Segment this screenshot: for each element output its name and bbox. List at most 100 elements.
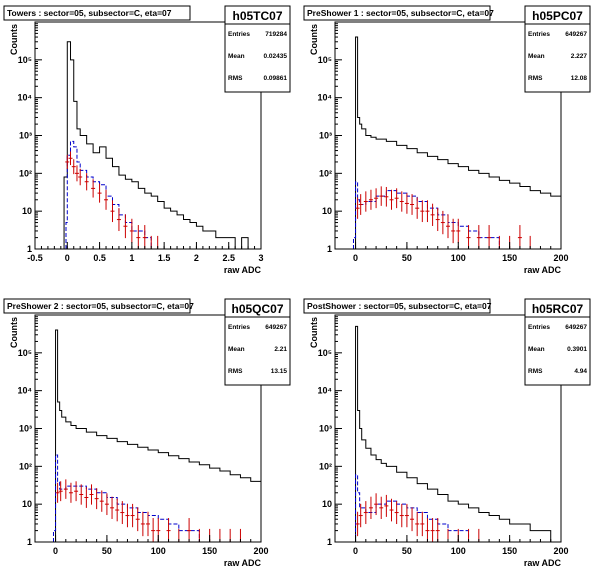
- x-tick-label: 0: [353, 253, 358, 263]
- y-tick-label: 10⁵: [18, 348, 32, 358]
- x-tick-label: -0.5: [27, 253, 43, 263]
- y-axis-label: Counts: [309, 24, 319, 55]
- stat-value: 12.08: [571, 75, 588, 82]
- stat-label: Entries: [228, 324, 250, 331]
- stat-value: 0.3901: [567, 346, 587, 353]
- y-tick-label: 10⁴: [318, 93, 332, 103]
- x-tick-label: 0: [65, 253, 70, 263]
- histogram-panel-3: 0 50 100 150 200 1 10 10² 10³ 10⁴ 10⁵ raw ADC Counts…: [303, 298, 591, 568]
- y-axis-label: Counts: [309, 317, 319, 348]
- y-tick-label: 1: [327, 244, 332, 254]
- stats-box: [224, 298, 291, 386]
- y-tick-label: 10: [22, 206, 32, 216]
- stat-value: 649267: [565, 324, 587, 331]
- series-solid-line: [352, 325, 561, 542]
- y-tick-label: 10⁵: [318, 55, 332, 65]
- stat-label: Entries: [528, 31, 550, 38]
- x-tick-label: 100: [151, 546, 166, 556]
- series-dashed-line: [353, 474, 493, 542]
- stat-value: 0.09861: [264, 75, 288, 82]
- x-tick-label: 150: [202, 546, 217, 556]
- chart-title: Towers : sector=05, subsector=C, eta=07: [7, 8, 172, 18]
- x-tick-label: 200: [553, 546, 568, 556]
- series-solid-line: [63, 41, 258, 249]
- stat-label: RMS: [528, 368, 543, 375]
- x-tick-label: 50: [402, 546, 412, 556]
- hist-name: h05QC07: [231, 302, 283, 316]
- x-tick-label: 100: [451, 253, 466, 263]
- stat-value: 13.15: [271, 368, 288, 375]
- y-tick-label: 10³: [319, 424, 332, 434]
- stat-value: 2.227: [571, 53, 588, 60]
- y-tick-label: 10³: [19, 131, 32, 141]
- y-tick-label: 10: [322, 499, 332, 509]
- series-solid-line: [52, 329, 261, 542]
- histogram-panel-2: 0 50 100 150 200 1 10 10² 10³ 10⁴ 10⁵ raw ADC Counts…: [3, 298, 291, 568]
- x-axis-label: raw ADC: [524, 558, 562, 568]
- x-tick-label: 150: [502, 253, 517, 263]
- stat-label: RMS: [528, 75, 543, 82]
- y-tick-label: 10³: [19, 424, 32, 434]
- y-tick-label: 1: [27, 537, 32, 547]
- y-tick-label: 10³: [319, 131, 332, 141]
- y-tick-label: 1: [27, 244, 32, 254]
- x-tick-label: 0: [353, 546, 358, 556]
- stats-box: [524, 5, 591, 93]
- plot-area: [352, 36, 561, 249]
- stat-value: 2.21: [274, 346, 287, 353]
- y-tick-label: 10²: [19, 461, 32, 471]
- y-tick-label: 10²: [319, 168, 332, 178]
- stat-value: 0.02435: [264, 53, 288, 60]
- stat-label: Mean: [528, 346, 545, 353]
- y-tick-label: 10⁴: [318, 386, 332, 396]
- y-tick-label: 10: [22, 499, 32, 509]
- stat-label: Mean: [228, 53, 245, 60]
- chart-title: PostShower : sector=05, subsector=C, eta…: [307, 301, 492, 311]
- stats-box: [224, 5, 291, 93]
- series-solid-line: [352, 36, 561, 249]
- y-tick-label: 10⁴: [18, 93, 32, 103]
- x-axis-label: raw ADC: [224, 558, 262, 568]
- hist-name: h05PC07: [532, 9, 583, 23]
- x-axis-label: raw ADC: [224, 265, 262, 275]
- x-tick-label: 0.5: [93, 253, 106, 263]
- plot-area: [63, 41, 258, 249]
- plot-area: [352, 325, 561, 542]
- histogram-panel-1: 0 50 100 150 200 1 10 10² 10³ 10⁴ 10⁵ raw ADC Counts…: [303, 5, 591, 275]
- title-box: [3, 5, 191, 21]
- y-tick-label: 10²: [319, 461, 332, 471]
- x-tick-label: 150: [502, 546, 517, 556]
- x-tick-label: 100: [451, 546, 466, 556]
- y-tick-label: 10⁴: [18, 386, 32, 396]
- plot-area: [52, 329, 261, 542]
- stat-value: 4.94: [574, 368, 587, 375]
- stat-value: 719284: [265, 31, 287, 38]
- stat-label: RMS: [228, 368, 243, 375]
- x-tick-label: 50: [402, 253, 412, 263]
- x-tick-label: 50: [102, 546, 112, 556]
- chart-title: PreShower 1 : sector=05, subsector=C, et…: [307, 8, 494, 18]
- series-dashed-line: [65, 140, 155, 249]
- x-tick-label: 1.5: [158, 253, 171, 263]
- chart-title: PreShower 2 : sector=05, subsector=C, et…: [7, 301, 194, 311]
- stat-label: Entries: [228, 31, 250, 38]
- y-tick-label: 10⁵: [318, 348, 332, 358]
- y-axis-label: Counts: [9, 317, 19, 348]
- x-tick-label: 2.5: [222, 253, 235, 263]
- stat-value: 649267: [265, 324, 287, 331]
- stat-label: Entries: [528, 324, 550, 331]
- stat-label: Mean: [528, 53, 545, 60]
- x-tick-label: 2: [194, 253, 199, 263]
- x-tick-label: 200: [253, 546, 268, 556]
- x-axis-label: raw ADC: [524, 265, 562, 275]
- hist-name: h05RC07: [532, 302, 584, 316]
- x-tick-label: 0: [53, 546, 58, 556]
- x-tick-label: 200: [553, 253, 568, 263]
- x-tick-label: 3: [258, 253, 263, 263]
- stat-value: 649267: [565, 31, 587, 38]
- hist-name: h05TC07: [232, 9, 282, 23]
- title-box: [3, 298, 191, 314]
- y-tick-label: 1: [327, 537, 332, 547]
- stats-box: [524, 298, 591, 386]
